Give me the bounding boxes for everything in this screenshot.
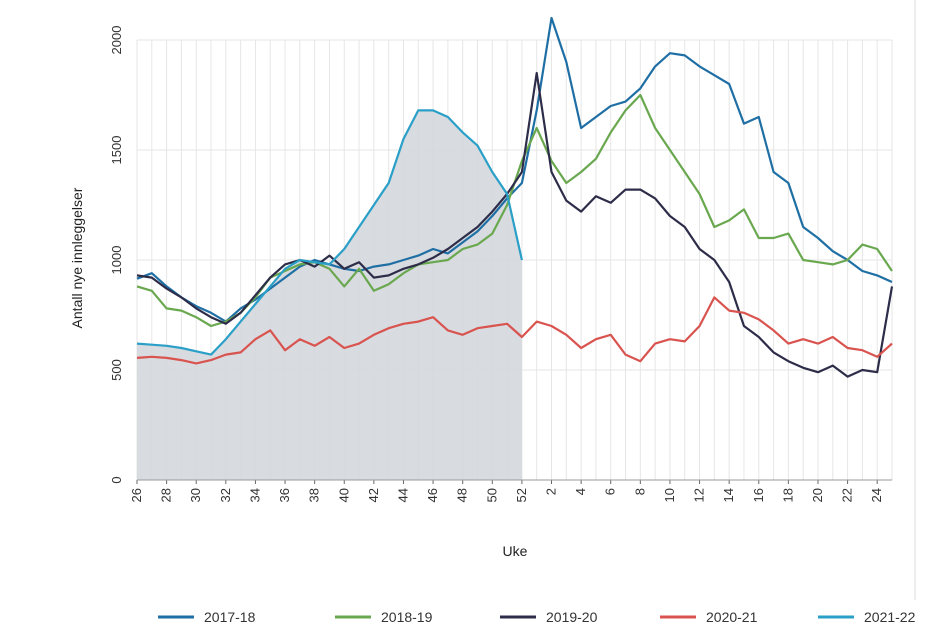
legend-label-2018-19: 2018-19 bbox=[381, 609, 433, 625]
x-tick-label: 14 bbox=[721, 488, 736, 502]
legend-label-2020-21: 2020-21 bbox=[706, 609, 758, 625]
x-tick-label: 40 bbox=[336, 488, 351, 502]
y-tick-label: 2000 bbox=[109, 26, 124, 55]
x-tick-label: 6 bbox=[603, 488, 618, 495]
x-tick-label: 18 bbox=[780, 488, 795, 502]
x-tick-label: 32 bbox=[218, 488, 233, 502]
x-tick-label: 50 bbox=[484, 488, 499, 502]
x-tick-label: 4 bbox=[573, 488, 588, 495]
legend-label-2019-20: 2019-20 bbox=[546, 609, 598, 625]
x-tick-label: 48 bbox=[455, 488, 470, 502]
x-tick-label: 34 bbox=[247, 488, 262, 502]
x-tick-label: 8 bbox=[632, 488, 647, 495]
x-tick-label: 16 bbox=[751, 488, 766, 502]
x-tick-label: 12 bbox=[692, 488, 707, 502]
series-line-2019-20 bbox=[136, 71, 894, 378]
y-axis-title: Antall nye innleggelser bbox=[69, 187, 85, 328]
x-tick-label: 28 bbox=[159, 488, 174, 502]
x-tick-label: 22 bbox=[840, 488, 855, 502]
legend-label-2021-22: 2021-22 bbox=[864, 609, 916, 625]
series-lines bbox=[136, 16, 894, 378]
y-tick-label: 1500 bbox=[109, 136, 124, 165]
y-tick-label: 500 bbox=[109, 359, 124, 381]
legend: 2017-18 2018-19 2019-20 2020-21 2021-22 bbox=[158, 609, 916, 625]
y-tick-label: 1000 bbox=[109, 246, 124, 275]
x-tick-label: 46 bbox=[425, 488, 440, 502]
x-tick-label: 10 bbox=[662, 488, 677, 502]
x-tick-label: 42 bbox=[366, 488, 381, 502]
x-tick-label: 20 bbox=[810, 488, 825, 502]
x-tick-label: 2 bbox=[544, 488, 559, 495]
shaded-area bbox=[137, 110, 522, 481]
legend-label-2017-18: 2017-18 bbox=[204, 609, 256, 625]
x-tick-label: 38 bbox=[307, 488, 322, 502]
x-tick-label: 30 bbox=[188, 488, 203, 502]
x-axis-title: Uke bbox=[503, 543, 528, 559]
x-tick-label: 26 bbox=[129, 488, 144, 502]
series-line-2021-22 bbox=[136, 109, 523, 356]
x-tick-label: 24 bbox=[869, 488, 884, 502]
x-tick-label: 44 bbox=[395, 488, 410, 502]
y-tick-label: 0 bbox=[109, 476, 124, 483]
series-line-2020-21 bbox=[136, 296, 893, 365]
x-tick-label: 36 bbox=[277, 488, 292, 502]
shaded-area-2021-22 bbox=[137, 110, 522, 481]
x-tick-label: 52 bbox=[514, 488, 529, 502]
